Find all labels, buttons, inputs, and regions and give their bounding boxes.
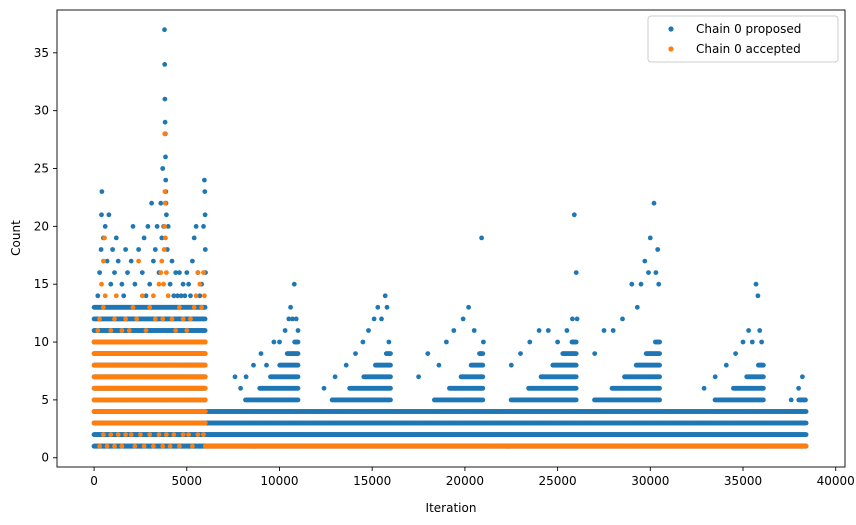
point-proposed (202, 304, 208, 310)
point-proposed (202, 316, 208, 322)
point-proposed (202, 328, 208, 333)
points-layer (91, 27, 809, 449)
